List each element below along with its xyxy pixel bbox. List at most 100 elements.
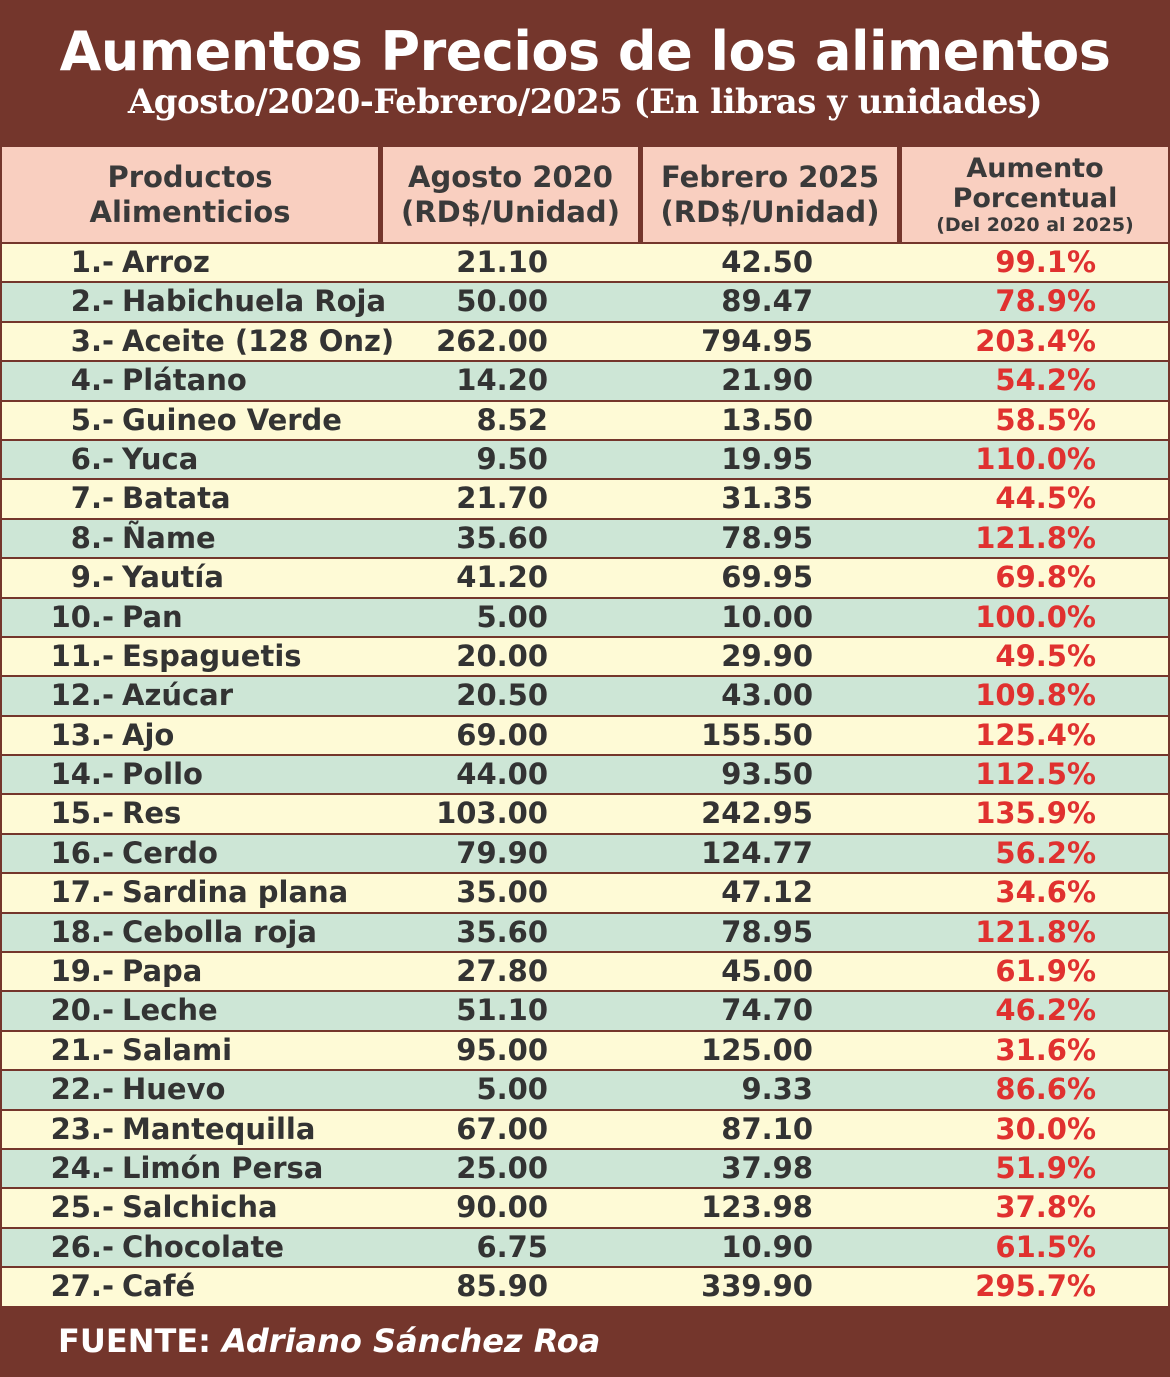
header-text: (RD$/Unidad) (401, 194, 620, 229)
table-row: 18.- Cebolla roja 35.60 78.95 121.8% (2, 913, 1168, 954)
price-feb2025: 87.10 (721, 1111, 813, 1146)
price-feb2025: 10.00 (721, 599, 813, 634)
price-aug2020: 69.00 (456, 717, 548, 752)
row-number: 12.- (50, 678, 114, 713)
table-row: 5.- Guineo Verde 8.52 13.50 58.5% (2, 401, 1168, 441)
product-name: Pollo (122, 757, 203, 792)
percent-increase: 100.0% (975, 599, 1096, 634)
price-feb2025: 13.50 (721, 402, 813, 437)
price-aug2020: 20.00 (456, 638, 548, 673)
price-feb2025: 9.33 (741, 1072, 813, 1107)
percent-increase: 99.1% (995, 245, 1096, 279)
percent-increase: 121.8% (975, 914, 1096, 949)
price-aug2020: 20.50 (456, 678, 548, 713)
product-name: Espaguetis (122, 638, 302, 673)
percent-increase: 61.9% (995, 954, 1096, 989)
product-name: Habichuela Roja (122, 284, 387, 319)
price-aug2020: 9.50 (476, 441, 548, 476)
table-row: 10.- Pan 5.00 10.00 100.0% (2, 598, 1168, 638)
table-row: 4.- Plátano 14.20 21.90 54.2% (2, 362, 1168, 402)
row-number: 8.- (70, 520, 114, 555)
price-feb2025: 89.47 (721, 284, 813, 319)
price-aug2020: 262.00 (436, 323, 548, 358)
price-feb2025: 43.00 (721, 678, 813, 713)
row-number: 6.- (70, 441, 114, 476)
percent-increase: 30.0% (995, 1111, 1096, 1146)
product-name: Plátano (122, 363, 247, 398)
row-number: 20.- (50, 993, 114, 1028)
table-row: 20.- Leche 51.10 74.70 46.2% (2, 992, 1168, 1032)
row-number: 24.- (50, 1150, 114, 1185)
price-aug2020: 50.00 (456, 284, 548, 319)
percent-increase: 121.8% (975, 520, 1096, 555)
product-name: Cerdo (122, 835, 218, 870)
row-number: 27.- (50, 1269, 114, 1304)
row-number: 13.- (50, 717, 114, 752)
table-row: 19.- Papa 27.80 45.00 61.9% (2, 953, 1168, 993)
price-aug2020: 35.60 (456, 914, 548, 949)
row-number: 26.- (50, 1229, 114, 1264)
header-text: (Del 2020 al 2025) (936, 213, 1134, 236)
price-feb2025: 794.95 (701, 323, 813, 358)
price-feb2025: 37.98 (721, 1150, 813, 1185)
price-aug2020: 41.20 (456, 560, 548, 595)
percent-increase: 110.0% (975, 441, 1096, 476)
row-number: 25.- (50, 1190, 114, 1225)
price-aug2020: 5.00 (476, 599, 548, 634)
table-row: 25.- Salchicha 90.00 123.98 37.8% (2, 1189, 1168, 1229)
header-text: Productos (107, 159, 273, 194)
page-title: Aumentos Precios de los alimentos (59, 20, 1111, 83)
table-row: 2.- Habichuela Roja 50.00 89.47 78.9% (2, 283, 1168, 323)
product-name: Aceite (128 Onz) (122, 323, 395, 358)
row-number: 11.- (50, 638, 114, 673)
price-aug2020: 35.00 (456, 875, 548, 910)
product-name: Ajo (122, 717, 175, 752)
price-feb2025: 78.95 (721, 914, 813, 949)
price-aug2020: 103.00 (436, 796, 548, 831)
percent-increase: 112.5% (975, 757, 1096, 792)
row-number: 18.- (50, 914, 114, 949)
product-name: Batata (122, 481, 231, 516)
price-feb2025: 19.95 (721, 441, 813, 476)
product-name: Yuca (122, 441, 199, 476)
percent-increase: 49.5% (995, 638, 1096, 673)
price-feb2025: 10.90 (721, 1229, 813, 1264)
row-number: 22.- (50, 1072, 114, 1107)
table-row: 15.- Res 103.00 242.95 135.9% (2, 795, 1168, 835)
row-number: 9.- (70, 560, 114, 595)
price-aug2020: 5.00 (476, 1072, 548, 1107)
price-feb2025: 339.90 (701, 1269, 813, 1304)
table-row: 24.- Limón Persa 25.00 37.98 51.9% (2, 1149, 1168, 1190)
source-author: Adriano Sánchez Roa (222, 1322, 601, 1360)
product-name: Leche (122, 993, 218, 1028)
product-name: Chocolate (122, 1229, 285, 1264)
table-row: 21.- Salami 95.00 125.00 31.6% (2, 1031, 1168, 1072)
price-aug2020: 21.70 (456, 481, 548, 516)
percent-increase: 37.8% (995, 1190, 1096, 1225)
product-name: Sardina plana (122, 875, 349, 910)
table-row: 26.- Chocolate 6.75 10.90 61.5% (2, 1228, 1168, 1269)
price-aug2020: 21.10 (456, 245, 548, 279)
price-aug2020: 51.10 (456, 993, 548, 1028)
table-row: 8.- Ñame 35.60 78.95 121.8% (2, 519, 1168, 560)
percent-increase: 109.8% (975, 678, 1096, 713)
product-name: Papa (122, 954, 203, 989)
percent-increase: 295.7% (975, 1269, 1096, 1304)
product-name: Limón Persa (122, 1150, 324, 1185)
price-feb2025: 21.90 (721, 363, 813, 398)
product-name: Mantequilla (122, 1111, 316, 1146)
row-number: 10.- (50, 599, 114, 634)
price-aug2020: 95.00 (456, 1032, 548, 1067)
row-number: 14.- (50, 757, 114, 792)
header-text: Aumento (966, 152, 1104, 184)
product-name: Arroz (122, 245, 210, 279)
price-feb2025: 123.98 (701, 1190, 813, 1225)
percent-increase: 31.6% (995, 1032, 1096, 1067)
price-aug2020: 14.20 (456, 363, 548, 398)
percent-increase: 51.9% (995, 1150, 1096, 1185)
price-feb2025: 45.00 (721, 954, 813, 989)
row-number: 19.- (50, 954, 114, 989)
product-name: Res (122, 796, 182, 831)
header-text: Alimenticios (89, 194, 291, 229)
percent-increase: 69.8% (995, 560, 1096, 595)
